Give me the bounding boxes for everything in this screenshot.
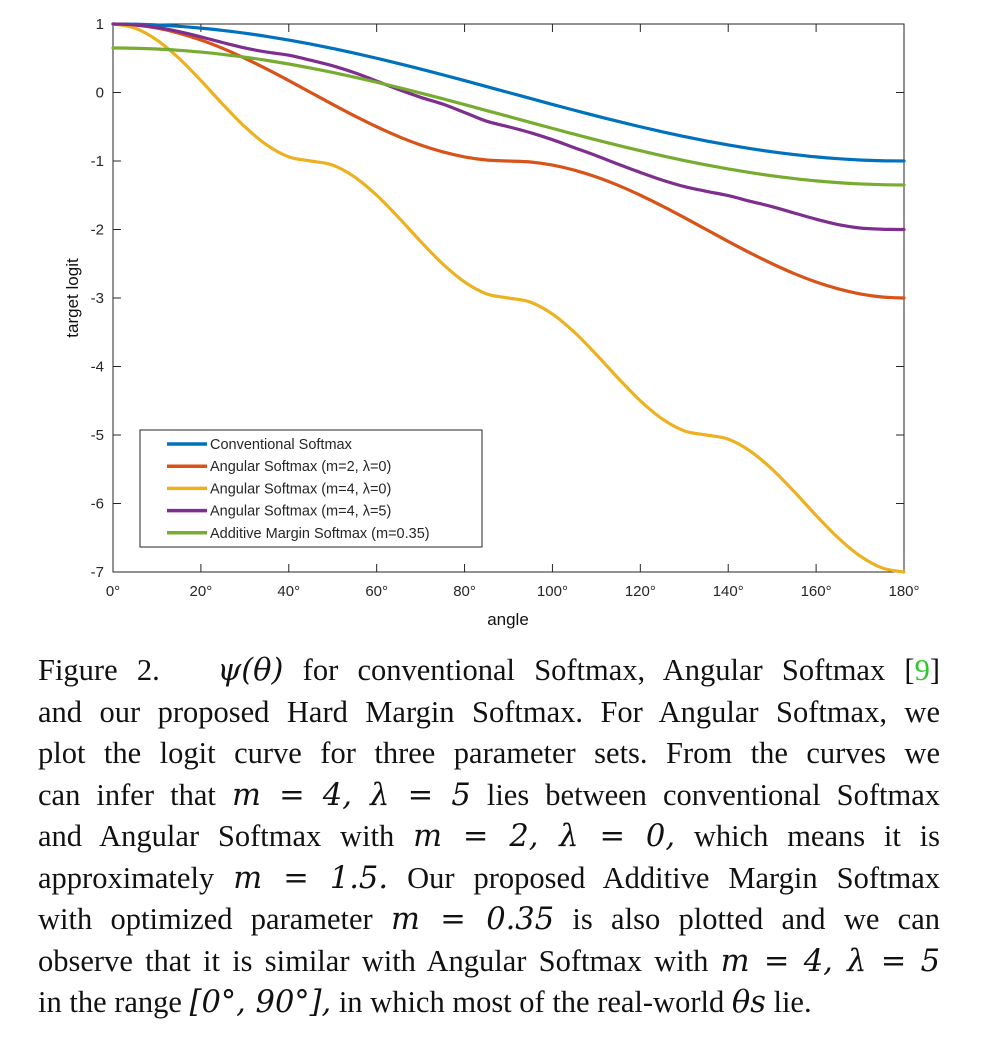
figure-caption: Figure 2. ψ(θ) for conventional Softmax,… [38,650,940,1024]
caption-math: θs [731,985,766,1020]
legend-entry: Conventional Softmax [210,437,353,453]
series-line-2 [111,22,906,300]
y-axis-label: target logit [63,258,82,338]
y-tick-label: -1 [91,153,104,170]
caption-line-6: approximately m = 1.5. Our proposed Addi… [38,858,940,900]
x-tick-label: 40° [277,583,300,600]
x-tick-label: 160° [801,583,832,600]
series-line-4 [111,22,906,232]
series-lines [111,22,906,574]
caption-math: m = 4, λ = 5 [720,943,941,979]
caption-text: Our proposed Additive Margin Softmax [407,860,941,895]
caption-line-1: Figure 2. ψ(θ) for conventional Softmax,… [38,650,940,692]
series-line-5 [111,46,906,187]
caption-math: m = 4, λ = 5 [231,777,471,813]
caption-math: m = 1.5. [233,860,389,896]
x-tick-label: 60° [365,583,388,600]
series-line-1 [111,22,906,163]
caption-line-8: observe that it is similar with Angular … [38,941,940,983]
legend-entry: Angular Softmax (m=2, λ=0) [210,459,391,475]
caption-text: in the range [38,985,182,1019]
legend-entry: Angular Softmax (m=4, λ=0) [210,481,391,497]
caption-text: can infer that [38,777,216,812]
caption-text: in which most of the real-world [338,985,725,1019]
x-tick-label: 20° [190,583,213,600]
caption-math: m = 0.35 [391,902,555,937]
legend: Conventional Softmax Angular Softmax (m=2… [139,429,483,548]
y-tick-label: -2 [91,222,104,239]
figure-label: Figure 2. [38,653,160,687]
caption-line-2: and our proposed Hard Margin Softmax. Fo… [38,694,940,729]
caption-line-3: plot the logit curve for three parameter… [38,736,940,770]
legend-entry: Angular Softmax (m=4, λ=5) [210,504,391,520]
x-tick-label: 0° [106,583,120,600]
caption-text: approximately [38,860,215,895]
caption-line-9: in the range [0°, 90°], in which most of… [38,982,940,1024]
caption-math: m = 2, λ = 0, [413,819,676,854]
caption-text: for conventional Softmax, Angular Softma… [302,653,915,687]
caption-line-4: can infer that m = 4, λ = 5 lies between… [38,775,940,817]
caption-text: is also plotted and we can [572,902,941,936]
y-tick-label: -5 [91,427,104,444]
chart-container: 0° 20° 40° 60° 80° 100° 120° 140° 160° 180° 1 0 -1 -2… [63,16,920,629]
legend-entry: Additive Margin Softmax (m=0.35) [210,526,430,542]
x-tick-label: 120° [625,583,656,600]
y-tick-label: 1 [96,16,104,33]
caption-line-5: and Angular Softmax with m = 2, λ = 0, w… [38,816,940,858]
caption-text: lie. [773,985,812,1019]
caption-text: which means it is [693,819,941,853]
caption-text: with optimized parameter [38,902,373,936]
x-axis-label: angle [487,610,529,629]
y-tick-label: -4 [91,359,104,376]
axes: 0° 20° 40° 60° 80° 100° 120° 140° 160° 180° 1 0 -1 -2… [91,16,920,600]
y-tick-label: -6 [91,496,104,513]
caption-text: observe that it is similar with Angular … [38,943,709,978]
x-tick-label: 80° [453,583,476,600]
line-chart: 0° 20° 40° 60° 80° 100° 120° 140° 160° 180° 1 0 -1 -2… [63,16,920,629]
caption-math: ψ(θ) [217,653,284,688]
y-tick-label: -7 [91,564,104,581]
x-tick-label: 180° [888,583,919,600]
citation-link[interactable]: 9 [914,653,930,687]
y-tick-label: -3 [91,290,104,307]
caption-text: lies between conventional Softmax [486,777,941,812]
y-tick-label: 0 [96,85,104,102]
caption-text: and Angular Softmax with [38,819,395,853]
series-line-3 [111,22,906,574]
caption-line-7: with optimized parameter m = 0.35 is als… [38,899,940,941]
caption-math: [0°, 90°], [189,985,332,1020]
x-tick-label: 140° [713,583,744,600]
caption-text: ] [929,653,940,687]
x-tick-label: 100° [537,583,568,600]
